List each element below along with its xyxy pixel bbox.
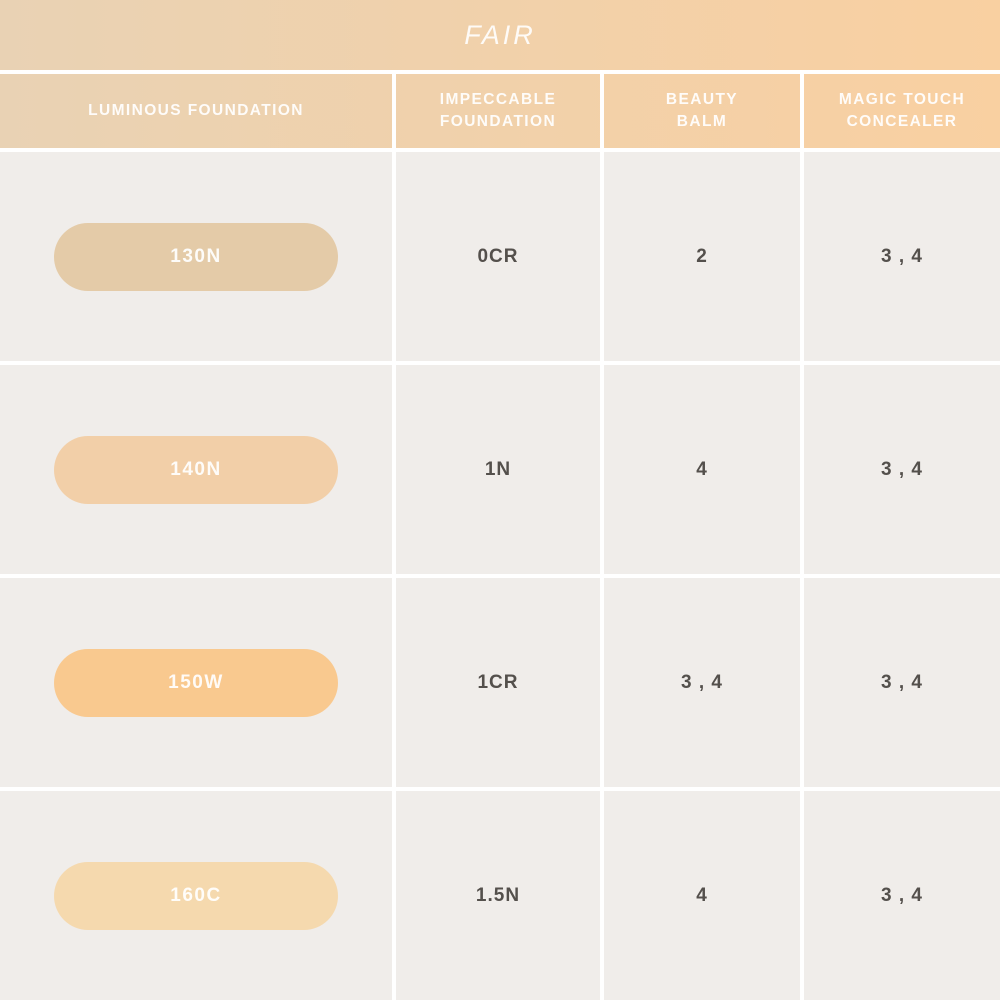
- shade-swatch-cell: 150W: [0, 578, 392, 787]
- cell-value: 0CR: [477, 245, 519, 267]
- table-cell: 3 , 4: [604, 578, 800, 787]
- table-cell: 4: [604, 365, 800, 574]
- cell-value: 2: [696, 245, 708, 267]
- shade-swatch-label: 150W: [168, 671, 224, 693]
- cell-value: 3 , 4: [881, 884, 923, 906]
- column-header-impeccable-foundation: IMPECCABLE FOUNDATION: [396, 74, 600, 148]
- column-header-luminous-foundation: LUMINOUS FOUNDATION: [0, 74, 392, 148]
- cell-value: 3 , 4: [881, 245, 923, 267]
- column-header-magic-touch-concealer: MAGIC TOUCH CONCEALER: [804, 74, 1000, 148]
- cell-value: 4: [696, 884, 708, 906]
- table-header: LUMINOUS FOUNDATION IMPECCABLE FOUNDATIO…: [0, 74, 1000, 148]
- cell-value: 1N: [484, 458, 512, 480]
- shade-swatch: 160C: [54, 861, 338, 930]
- shade-swatch: 150W: [54, 648, 338, 717]
- shade-swatch-cell: 130N: [0, 152, 392, 361]
- table-cell: 3 , 4: [804, 152, 1000, 361]
- title-band: FAIR: [0, 0, 1000, 70]
- cell-value: 3 , 4: [881, 458, 923, 480]
- shade-swatch-label: 140N: [170, 458, 222, 480]
- table-body: 130N 0CR 2 3 , 4 140N 1N 4 3 , 4: [0, 152, 1000, 1000]
- table-cell: 4: [604, 791, 800, 1000]
- cell-value: 3 , 4: [881, 671, 923, 693]
- column-header-label: LUMINOUS FOUNDATION: [88, 101, 304, 119]
- column-divider: [800, 74, 804, 148]
- column-divider: [392, 74, 396, 148]
- column-header-label: MAGIC TOUCH CONCEALER: [838, 90, 966, 130]
- shade-swatch: 140N: [54, 435, 338, 504]
- shade-swatch-label: 160C: [170, 884, 222, 906]
- table-cell: 3 , 4: [804, 365, 1000, 574]
- cell-value: 1CR: [477, 671, 519, 693]
- table-cell: 1.5N: [396, 791, 600, 1000]
- shade-swatch-cell: 160C: [0, 791, 392, 1000]
- table-cell: 1N: [396, 365, 600, 574]
- cell-value: 1.5N: [475, 884, 521, 906]
- column-header-beauty-balm: BEAUTY BALM: [604, 74, 800, 148]
- column-header-label: IMPECCABLE FOUNDATION: [439, 90, 557, 130]
- table-cell: 2: [604, 152, 800, 361]
- column-header-label: BEAUTY BALM: [665, 90, 739, 130]
- shade-swatch: 130N: [54, 222, 338, 291]
- column-divider: [600, 74, 604, 148]
- table-cell: 3 , 4: [804, 791, 1000, 1000]
- table-cell: 0CR: [396, 152, 600, 361]
- shade-swatch-label: 130N: [170, 245, 222, 267]
- cell-value: 3 , 4: [681, 671, 723, 693]
- shade-swatch-cell: 140N: [0, 365, 392, 574]
- table-cell: 3 , 4: [804, 578, 1000, 787]
- cell-value: 4: [696, 458, 708, 480]
- page-title: FAIR: [464, 19, 536, 50]
- table-cell: 1CR: [396, 578, 600, 787]
